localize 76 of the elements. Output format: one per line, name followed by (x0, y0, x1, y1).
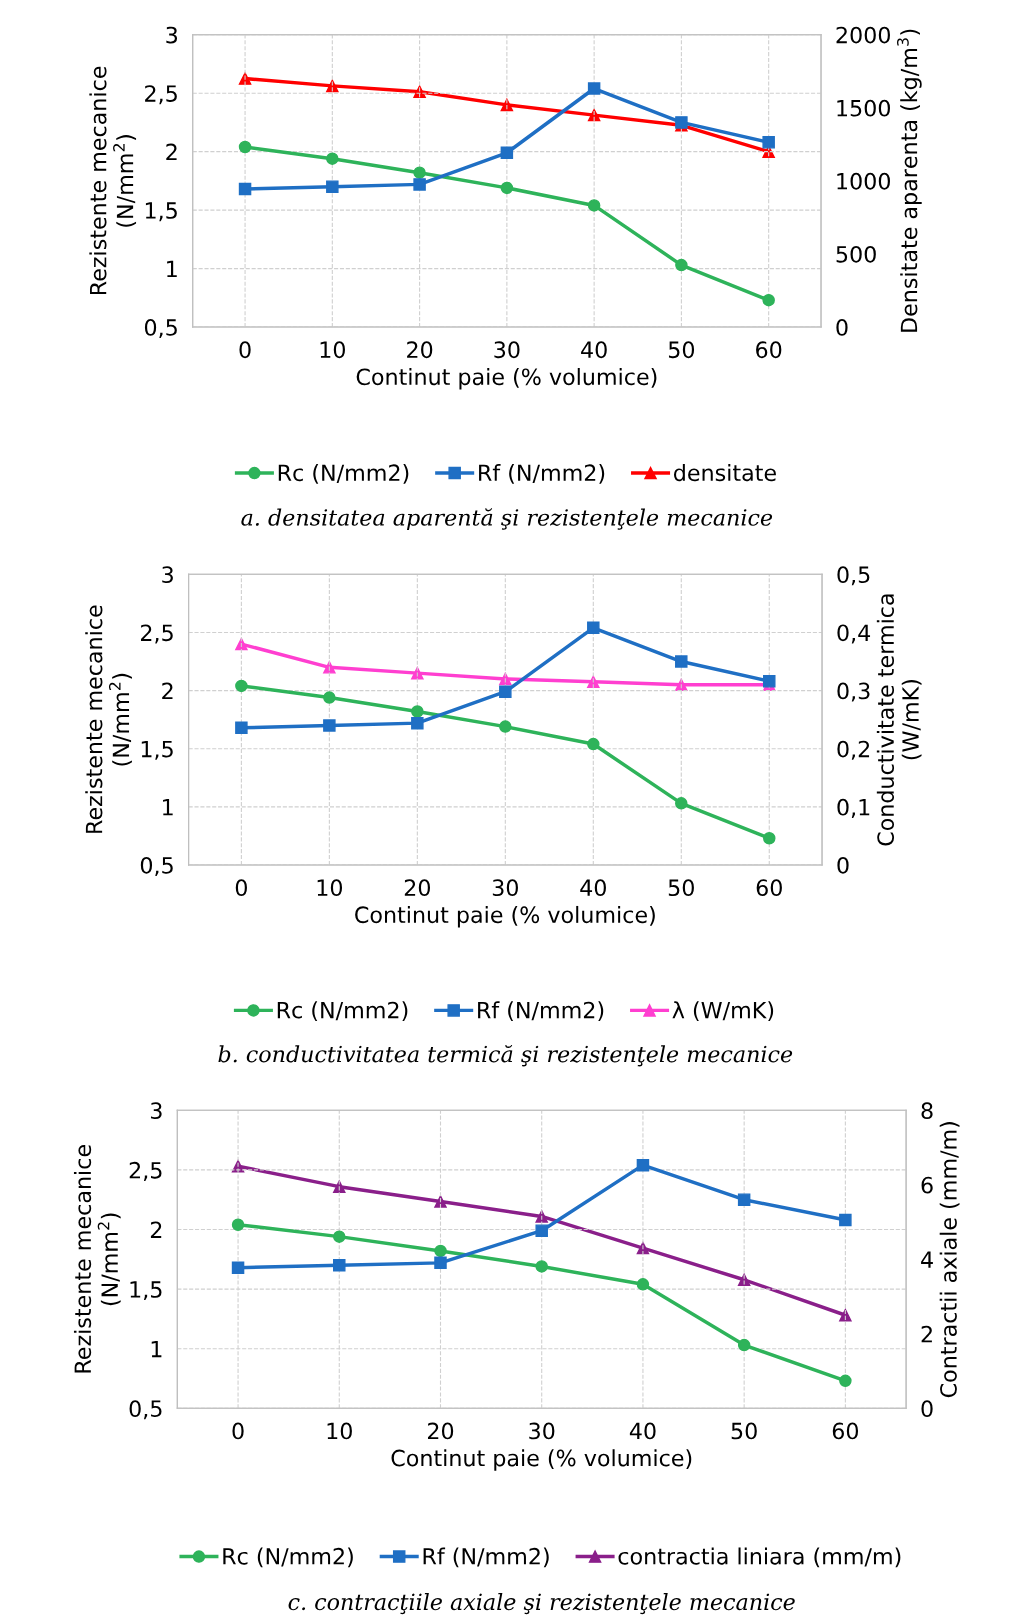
x-tick-label: 20 (427, 1422, 454, 1440)
x-tick-label: 60 (832, 1422, 859, 1440)
y2-axis-title: Contractii axiale (mm/m) (939, 1122, 960, 1398)
legend-label: Rf (N/mm2) (423, 1547, 549, 1568)
y2-tick-label: 2 (921, 1325, 932, 1343)
y-tick-label: 3 (162, 566, 173, 584)
text: b. conductivitatea termică şi rezistenţele mecanice (218, 1044, 793, 1067)
x-tick-label: 20 (404, 879, 431, 897)
y-tick-label: 0,5 (144, 318, 177, 339)
y2-tick-label: 0 (836, 318, 848, 336)
y2-tick-label: 500 (836, 245, 876, 263)
x-tick-label: 10 (327, 1422, 352, 1440)
x-tick-label: 40 (580, 879, 606, 897)
x-axis-title: Continut paie (% volumice) (355, 905, 655, 928)
y2-tick-label: 4 (921, 1251, 933, 1268)
y-axis-title: Rezistente mecanice (N/mm$^{2}$) (89, 66, 137, 295)
legend-label: Rc (N/mm2) (223, 1547, 353, 1568)
y-axis-title: Rezistente mecanice (N/mm$^{2}$) (73, 1145, 121, 1373)
x-tick-label: 10 (320, 341, 345, 359)
y-tick-label: 2,5 (145, 85, 177, 105)
y2-tick-label: 0,1 (837, 798, 870, 818)
legend-label: Rf (N/mm2) (478, 1001, 604, 1022)
y-tick-label: 2 (162, 682, 173, 700)
x-axis-title: Continut paie (% volumice) (391, 1449, 692, 1471)
y2-tick-label: 0,4 (837, 624, 871, 644)
legend-label: λ (W/mK) (672, 1001, 774, 1022)
x-tick-label: 0 (232, 1422, 244, 1440)
y-tick-label: 0,5 (129, 1400, 162, 1420)
text: a. densitatea aparentă şi rezistenţele mecanice (241, 508, 773, 531)
y-axis-title: Rezistente mecanice (N/mm$^{2}$) (85, 605, 132, 833)
y2-tick-label: 0 (921, 1400, 933, 1418)
y-tick-label: 1,5 (141, 740, 173, 760)
y-tick-label: 2,5 (129, 1161, 162, 1181)
x-tick-label: 50 (668, 879, 694, 897)
x-tick-label: 10 (317, 879, 343, 897)
y-tick-label: 1,5 (145, 202, 177, 222)
x-tick-label: 30 (529, 1422, 555, 1440)
y-tick-label: 2 (150, 1221, 162, 1238)
y-tick-label: 2 (166, 143, 177, 161)
x-tick-label: 40 (629, 1422, 656, 1440)
y-tick-label: 1 (167, 260, 177, 278)
y-tick-label: 2,5 (141, 624, 173, 644)
y2-tick-label: 0,2 (837, 740, 870, 760)
y2-tick-label: 2000 (836, 26, 890, 44)
y2-tick-label: 6 (921, 1176, 933, 1194)
x-tick-label: 50 (731, 1422, 757, 1440)
legend-label: Rc (N/mm2) (277, 1001, 408, 1022)
y-tick-label: 1 (151, 1340, 162, 1358)
y2-tick-label: 1500 (837, 99, 890, 117)
x-axis-title: Continut paie (% volumice) (356, 367, 657, 390)
legend-label: Rf (N/mm2) (479, 463, 605, 484)
text: c. contracţiile axiale şi rezistenţele mecanice (288, 1593, 795, 1615)
y2-tick-label: 1000 (837, 172, 890, 190)
y2-axis-title: Densitate aparenta (kg/m$^{3}$) (897, 29, 922, 332)
x-tick-label: 0 (239, 341, 251, 359)
y-tick-label: 1 (163, 799, 173, 816)
y-tick-label: 3 (166, 26, 178, 44)
x-tick-label: 20 (407, 341, 433, 359)
x-tick-label: 40 (581, 341, 607, 359)
y2-axis-title: Conductivitate termica (W/mK) (876, 594, 922, 846)
legend-label: contractia liniara (mm/m) (618, 1547, 901, 1568)
y-tick-label: 1,5 (130, 1281, 162, 1301)
y2-tick-label: 0,5 (837, 566, 870, 586)
x-tick-label: 60 (756, 879, 782, 897)
y2-tick-label: 0 (837, 856, 849, 874)
x-tick-label: 50 (668, 341, 695, 359)
y2-tick-label: 8 (921, 1102, 933, 1120)
legend-label: Rc (N/mm2) (278, 463, 409, 484)
y-tick-label: 3 (150, 1102, 162, 1120)
x-tick-label: 30 (492, 879, 518, 897)
y2-tick-label: 0,3 (837, 682, 870, 702)
y-tick-label: 0,5 (140, 856, 173, 877)
x-tick-label: 0 (235, 879, 247, 897)
x-tick-label: 30 (494, 341, 520, 359)
x-tick-label: 60 (756, 341, 782, 359)
legend-label: densitate (674, 463, 776, 482)
